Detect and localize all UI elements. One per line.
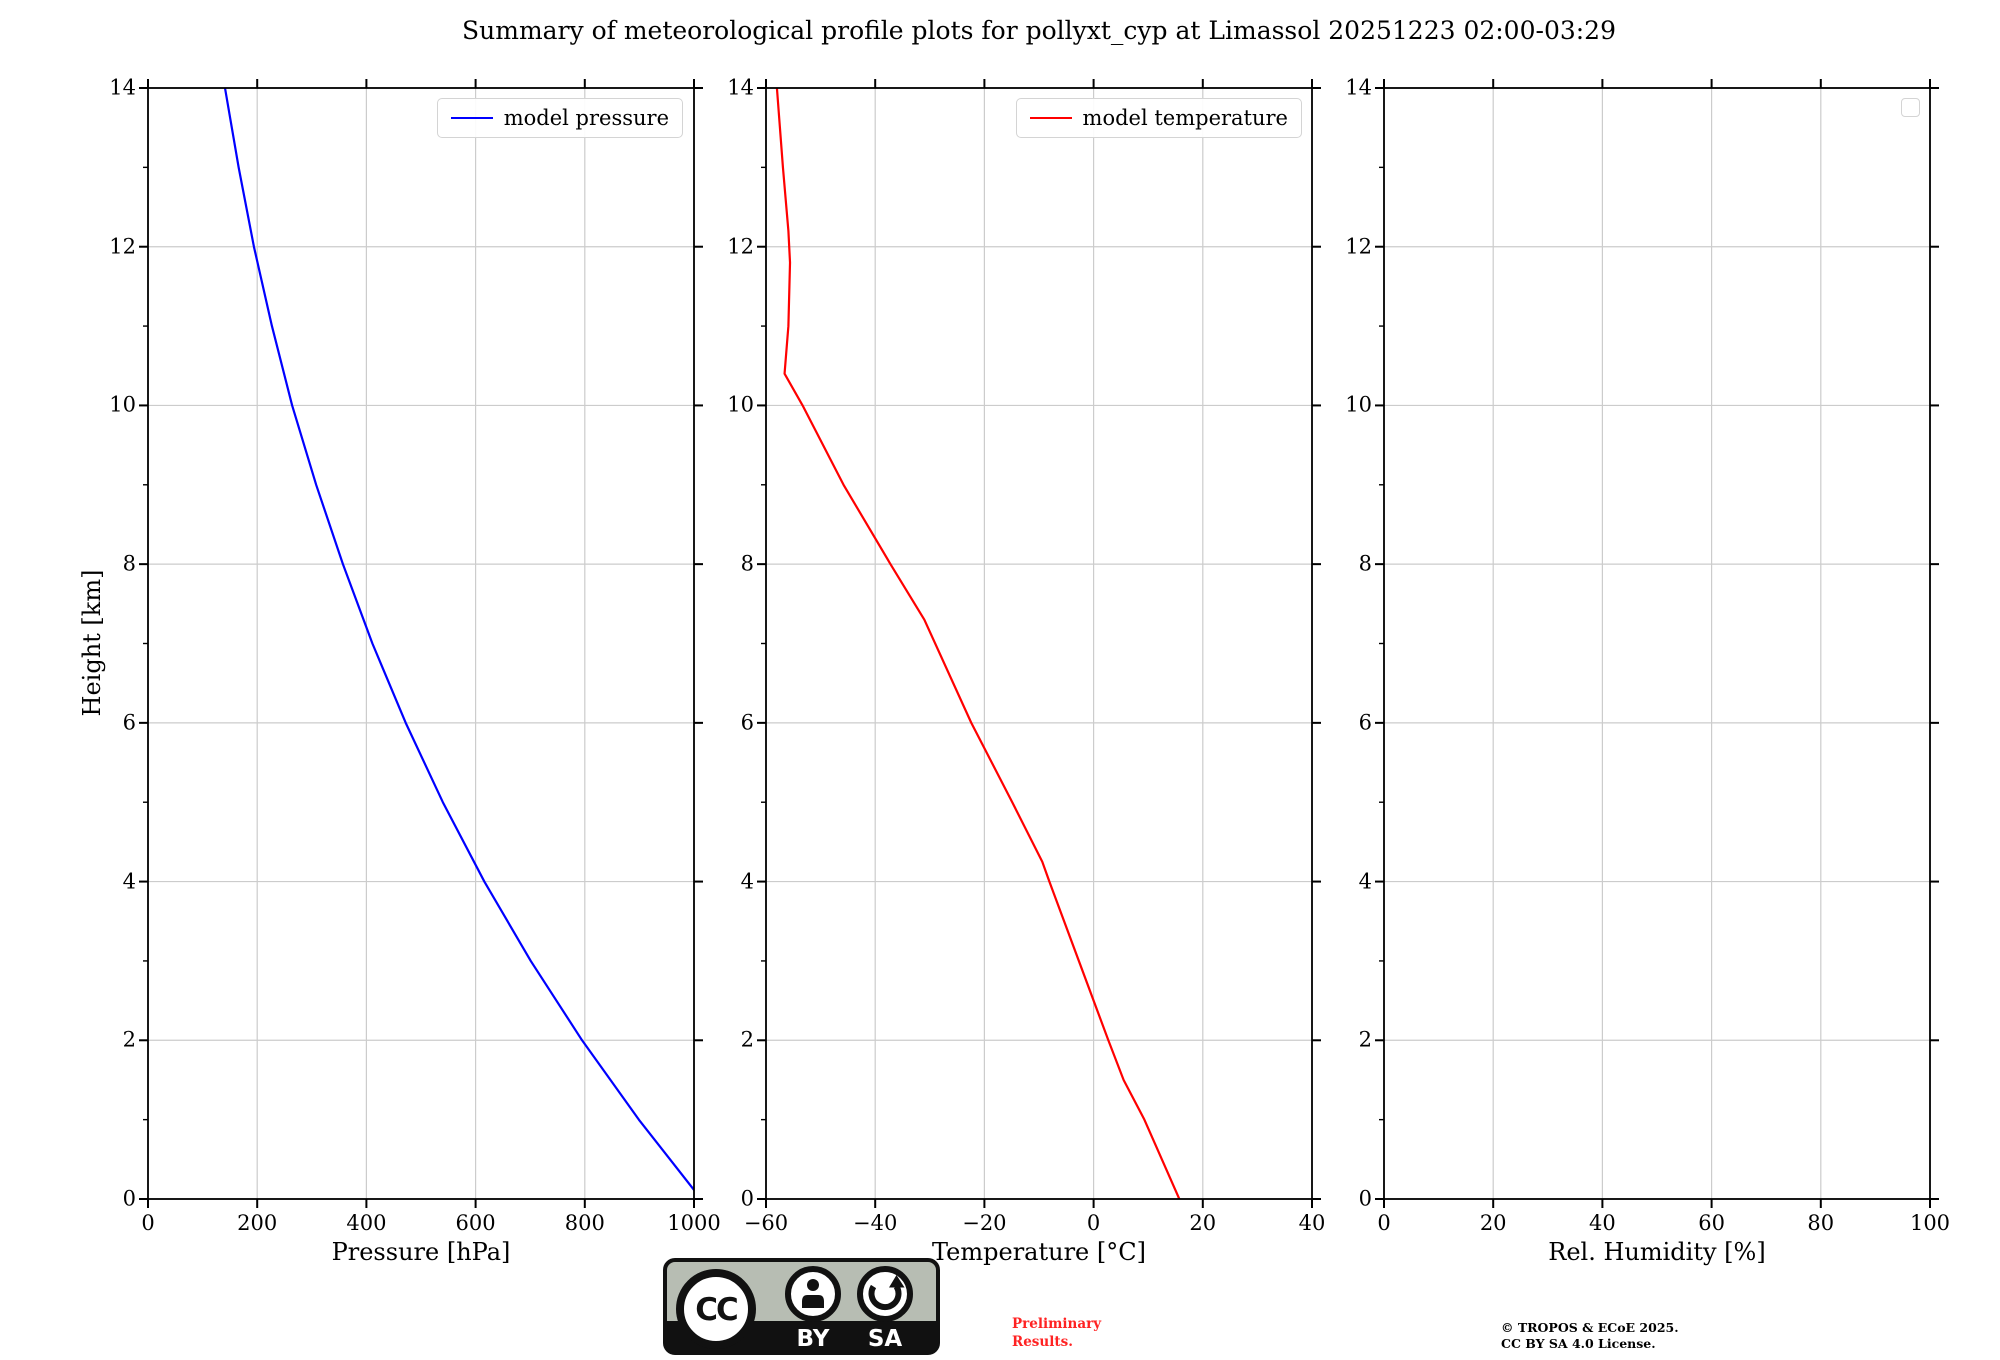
x-tick-label: 0 [1086, 1211, 1101, 1235]
y-tick-label: 8 [1358, 551, 1372, 576]
by-person-circle-icon [785, 1266, 841, 1322]
x-tick-label: 40 [1589, 1211, 1616, 1235]
y-tick-label: 2 [1358, 1027, 1372, 1052]
y-tick-label: 4 [1358, 869, 1372, 894]
x-tick-label: 100 [1909, 1211, 1951, 1235]
x-tick-label: −20 [962, 1211, 1007, 1235]
y-tick-label: 6 [1358, 710, 1372, 735]
x-tick-label: 80 [1807, 1211, 1835, 1235]
x-tick-label: 0 [1377, 1211, 1391, 1235]
y-tick-label: 2 [740, 1027, 754, 1052]
pressure-legend: model pressure [436, 98, 683, 138]
y-tick-label: 10 [109, 392, 136, 417]
y-tick-label: 6 [122, 710, 136, 735]
y-tick-label: 10 [727, 392, 754, 417]
pressure-plot-area [139, 79, 703, 1208]
y-axis-label: Height [km] [78, 569, 106, 717]
humidity-plot-area [1375, 79, 1939, 1208]
x-tick-label: 60 [1698, 1211, 1725, 1235]
y-tick-label: 14 [727, 75, 754, 100]
x-tick-label: 400 [346, 1211, 387, 1235]
y-tick-label: 6 [740, 710, 754, 735]
pressure-axis-label: Pressure [hPa] [331, 1238, 511, 1266]
y-tick-label: 0 [1358, 1186, 1372, 1211]
x-tick-label: 40 [1298, 1211, 1326, 1235]
humidity-legend-empty [1901, 98, 1920, 117]
temperature-axis-label: Temperature [°C] [932, 1238, 1146, 1266]
y-tick-label: 8 [122, 551, 136, 576]
y-tick-label: 2 [122, 1027, 136, 1052]
copyright-note: © TROPOS & ECoE 2025. CC BY SA 4.0 Licen… [1501, 1320, 1679, 1352]
y-tick-label: 8 [740, 551, 754, 576]
cc-by-sa-badge: CC BY SA [663, 1258, 940, 1355]
temperature-legend: model temperature [1015, 98, 1302, 138]
person-body-icon [802, 1295, 824, 1308]
y-tick-label: 12 [109, 234, 136, 259]
x-tick-label: −40 [853, 1211, 898, 1235]
figure-title: Summary of meteorological profile plots … [462, 16, 1616, 45]
x-tick-label: 200 [237, 1211, 278, 1235]
y-tick-label: 0 [122, 1186, 136, 1211]
badge-by-label: BY [797, 1326, 830, 1352]
temperature-legend-label: model temperature [1082, 106, 1288, 130]
x-tick-label: 600 [455, 1211, 496, 1235]
x-tick-label: 0 [141, 1211, 155, 1235]
cc-circle-icon [676, 1269, 756, 1349]
x-tick-label: 1000 [667, 1211, 721, 1235]
x-tick-label: 20 [1189, 1211, 1217, 1235]
x-tick-label: 800 [564, 1211, 605, 1235]
y-tick-label: 10 [1345, 392, 1372, 417]
y-tick-label: 4 [740, 869, 754, 894]
x-tick-label: 20 [1479, 1211, 1507, 1235]
temperature-legend-line [1029, 117, 1072, 119]
y-tick-label: 12 [1345, 234, 1372, 259]
cc-circle-text: CC [695, 1292, 737, 1328]
sa-arrow-circle-icon [857, 1266, 913, 1322]
pressure-legend-label: model pressure [503, 106, 669, 130]
x-tick-label: −60 [743, 1211, 789, 1235]
badge-sa-label: SA [868, 1326, 903, 1352]
humidity-axis-label: Rel. Humidity [%] [1548, 1238, 1766, 1266]
y-tick-label: 4 [122, 869, 136, 894]
pressure-legend-line [450, 117, 493, 119]
preliminary-results-note: Preliminary Results. [1012, 1316, 1102, 1350]
y-tick-label: 12 [727, 234, 754, 259]
y-tick-label: 14 [109, 75, 136, 100]
person-head-icon [807, 1279, 819, 1291]
y-tick-label: 0 [740, 1186, 754, 1211]
temperature-plot-area [757, 79, 1321, 1208]
y-tick-label: 14 [1345, 75, 1372, 100]
